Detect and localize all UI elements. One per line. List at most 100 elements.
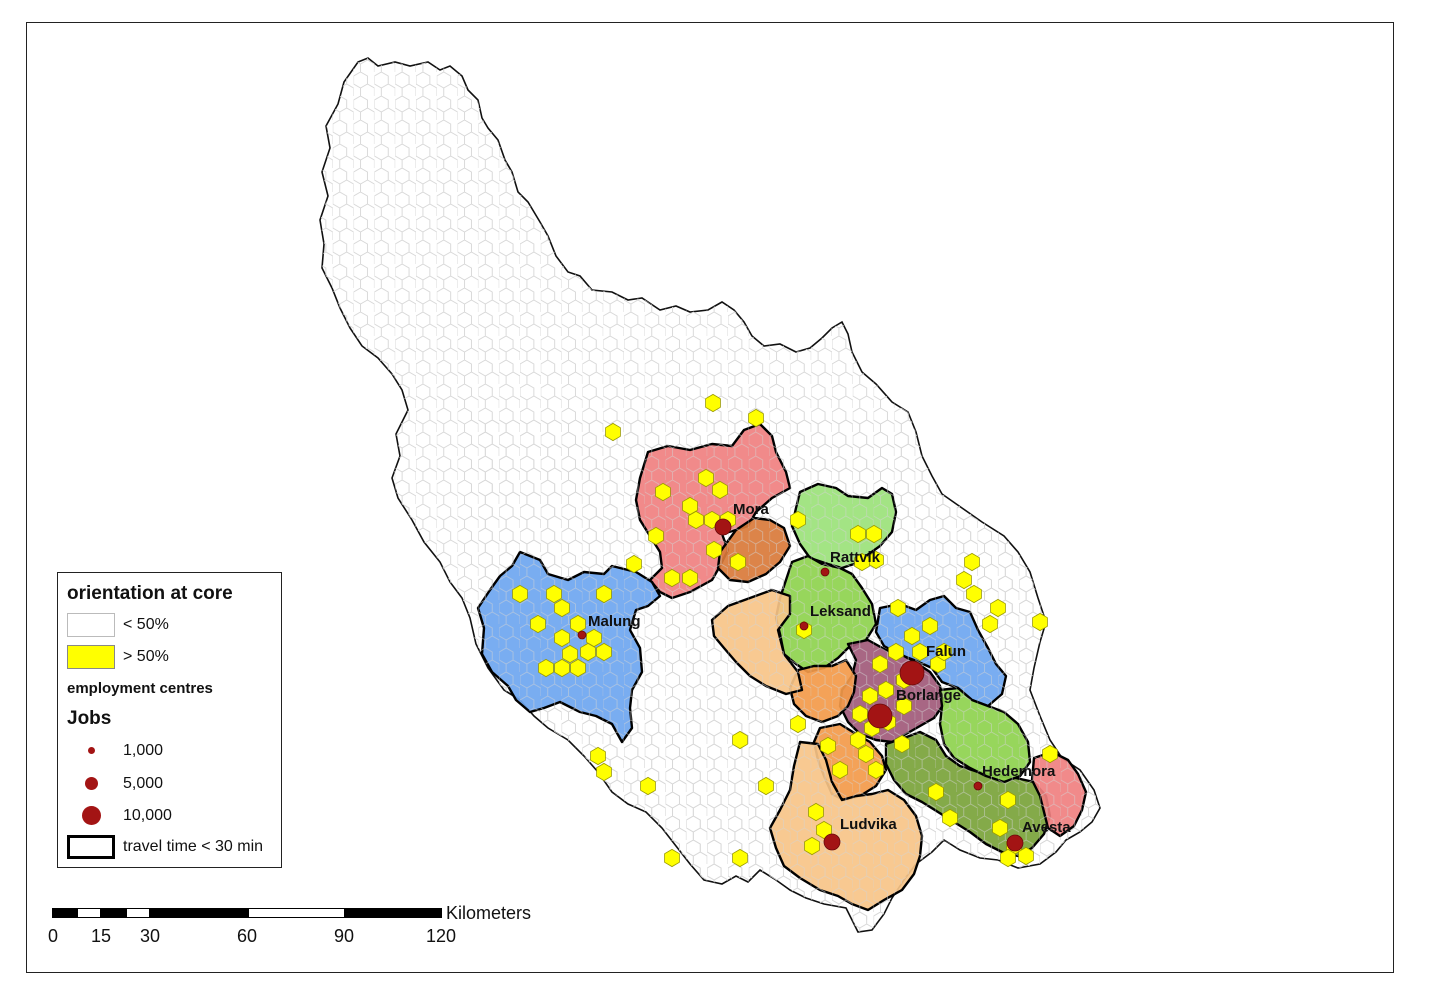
yellow-hex [936,642,952,662]
yellow-hex [590,746,606,766]
yellow-hex [850,524,866,544]
scale-tick: 15 [90,926,112,946]
yellow-hex [858,744,874,764]
yellow-hex [605,422,621,442]
legend-dot-small [88,747,95,754]
yellow-hex [1018,846,1034,866]
scale-seg-3 [101,908,126,918]
yellow-hex [732,848,748,868]
legend-swatch-high [67,645,115,669]
city-label-falun: Falun [926,643,966,660]
yellow-hex [705,393,721,413]
legend-row-travel: travel time < 30 min [67,835,277,861]
scale-unit: Kilometers [446,903,532,923]
yellow-hex [1000,790,1016,810]
yellow-hex [992,818,1008,838]
yellow-hex [640,776,656,796]
legend-jobs-title: Jobs [67,708,112,729]
centre-dot-leksand[interactable] [799,621,809,631]
yellow-hex [570,658,586,678]
yellow-hex [854,552,870,572]
city-label-malung: Malung [588,613,641,630]
yellow-hex [904,626,920,646]
yellow-hex [682,568,698,588]
yellow-hex [990,598,1006,618]
yellow-hex [942,808,958,828]
yellow-hex [862,686,878,706]
yellow-hex [712,480,728,500]
yellow-hex [580,642,596,662]
legend-employment-title: employment centres [67,680,213,697]
scale-seg-1 [52,908,77,918]
yellow-hex [655,482,671,502]
centre-dot-malung[interactable] [577,630,587,640]
yellow-hex [956,570,972,590]
yellow-hex [530,614,546,634]
legend-jobs-10000: 10,000 [123,807,172,824]
yellow-hex [832,760,848,780]
yellow-hex [512,584,528,604]
yellow-hex [928,782,944,802]
legend-row-high: > 50% [67,645,277,671]
legend-dot-large [82,806,101,825]
centre-dot-mora[interactable] [714,518,732,536]
yellow-hex [878,680,894,700]
yellow-hex [730,552,746,572]
yellow-hex [664,848,680,868]
yellow-hex [758,776,774,796]
yellow-hex [626,554,642,574]
scale-tick: 30 [139,926,161,946]
yellow-hex [804,836,820,856]
yellow-hex [732,730,748,750]
legend-travel-label: travel time < 30 min [123,838,264,855]
legend-dot-medium [85,777,98,790]
legend-jobs-1000: 1,000 [123,742,164,759]
centre-dot-ludvika[interactable] [823,833,841,851]
centre-dot-hedemora[interactable] [973,781,983,791]
yellow-hex [872,654,888,674]
yellow-hex [820,736,836,756]
scale-seg-7 [345,908,442,918]
centre-dot-borlange[interactable] [867,703,893,729]
yellow-hex [866,524,882,544]
centre-dot-rattvik[interactable] [820,567,830,577]
yellow-hex [562,644,578,664]
city-label-borlange: Borlange [896,687,961,704]
legend-row-jobs-1000: 1,000 [67,739,277,765]
scale-tick: 0 [47,926,59,946]
scale-seg-4 [126,908,150,918]
scale-tick: 90 [333,926,355,946]
yellow-hex [816,820,832,840]
yellow-hex [808,802,824,822]
legend-label-low: < 50% [123,616,169,633]
yellow-hex [888,642,904,662]
centre-dot-avesta[interactable] [1006,834,1024,852]
legend-jobs-5000: 5,000 [123,775,164,792]
yellow-hex [570,614,586,634]
legend-swatch-low [67,613,115,637]
scale-tick: 60 [236,926,258,946]
city-label-leksand: Leksand [810,603,871,620]
yellow-hex [648,526,664,546]
yellow-hex [868,550,884,570]
city-label-hedemora: Hedemora [982,763,1056,780]
city-label-ludvika: Ludvika [840,816,897,833]
yellow-hex [868,760,884,780]
yellow-hex [596,584,612,604]
centre-dot-falun[interactable] [899,660,925,686]
yellow-hex [554,628,570,648]
yellow-hex [790,714,806,734]
yellow-hex [596,762,612,782]
labels-layer: Mora Rattvik Leksand Malung Falun Borlange Hed… [588,501,1071,836]
yellow-hex [922,616,938,636]
yellow-hex [852,704,868,724]
legend-swatch-travel [67,835,115,859]
scale-seg-5 [150,908,248,918]
city-label-mora: Mora [733,501,769,518]
yellow-hex [1032,612,1048,632]
yellow-hex [554,598,570,618]
legend-row-jobs-10000: 10,000 [67,804,277,830]
yellow-hex [894,734,910,754]
legend-title: orientation at core [67,583,233,604]
